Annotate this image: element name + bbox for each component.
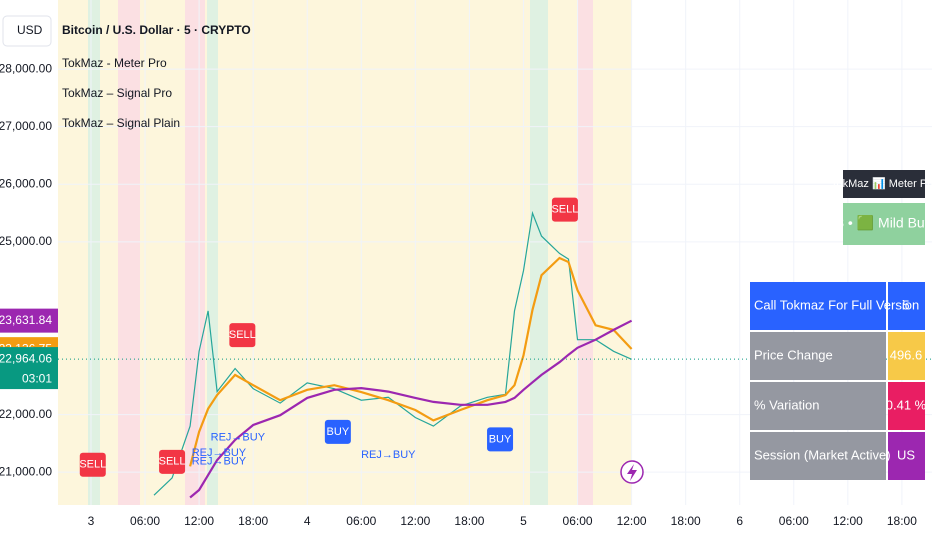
signal-label: SELL — [229, 329, 256, 341]
session-band — [185, 0, 205, 505]
table-cell — [888, 432, 925, 480]
x-tick-label: 6 — [736, 514, 743, 528]
y-tick-label: 121,000.00 — [0, 464, 52, 478]
x-tick-label: 4 — [304, 514, 311, 528]
signal-marker — [79, 452, 106, 477]
price-badge-label: 123,631.84 — [0, 313, 52, 327]
table-label: % Variation — [754, 397, 820, 412]
indicator-name: TokMaz - Meter Pro — [62, 56, 167, 70]
alert-bolt — [627, 464, 637, 481]
table-value: 5 — [902, 297, 909, 312]
x-tick-label: 5 — [520, 514, 527, 528]
table-cell — [888, 282, 925, 330]
table-value: US — [897, 447, 915, 462]
price-badge — [0, 308, 58, 333]
countdown: 03:01 — [22, 371, 52, 385]
meter-status-box — [843, 203, 925, 245]
signal-marker — [159, 449, 186, 474]
table-cell — [888, 382, 925, 430]
x-tick-label: 3 — [88, 514, 95, 528]
table-label: Call Tokmaz For Full Version — [754, 297, 919, 312]
signal-label: REJ→BUY — [211, 432, 266, 444]
table-cell — [750, 332, 886, 380]
signal-marker — [551, 197, 578, 222]
x-tick-label: 12:00 — [617, 514, 647, 528]
x-tick-label: 06:00 — [130, 514, 160, 528]
x-tick-label: 18:00 — [454, 514, 484, 528]
currency-button[interactable] — [2, 15, 52, 47]
signal-marker — [487, 427, 514, 452]
x-tick-label: 12:00 — [184, 514, 214, 528]
signal-label: BUY — [327, 426, 350, 438]
x-tick-label: 12:00 — [833, 514, 863, 528]
signal-label: BUY — [489, 433, 512, 445]
currency-label: USD — [17, 23, 43, 37]
signals: SELL SELLSELLSELLBUYBUYREJ→BUYREJ→BUYREJ→… — [79, 197, 578, 477]
time-axis-bg — [58, 505, 932, 550]
y-tick-label: 126,000.00 — [0, 176, 52, 190]
table-cell — [750, 282, 886, 330]
x-tick-label: 18:00 — [238, 514, 268, 528]
indicator-name: TokMaz – Signal Plain — [62, 116, 180, 130]
table-value: 496.6 — [890, 347, 923, 362]
x-tick-label: 12:00 — [400, 514, 430, 528]
y-tick-label: 128,000.00 — [0, 61, 52, 75]
symbol-title: Bitcoin / U.S. Dollar · 5 · CRYPTO — [62, 23, 251, 37]
x-tick-label: 06:00 — [346, 514, 376, 528]
table-cell — [750, 432, 886, 480]
session-band — [88, 0, 100, 505]
session-band — [207, 0, 218, 505]
y-tick-label: 125,000.00 — [0, 234, 52, 248]
x-tick-label: 18:00 — [887, 514, 917, 528]
series-line — [153, 210, 632, 496]
y-tick-label: 122,000.00 — [0, 407, 52, 421]
session-band — [118, 0, 140, 505]
meter-status: 3 • 🟩 Mild Buy — [836, 215, 931, 232]
x-tick-label: 18:00 — [671, 514, 701, 528]
table-value: 0.41 % — [886, 397, 927, 412]
table-cell — [888, 332, 925, 380]
y-tick-label: 127,000.00 — [0, 119, 52, 133]
signal-label: REJ→BUY — [361, 449, 416, 461]
x-tick-label: 06:00 — [563, 514, 593, 528]
signal-label: SELL — [159, 456, 186, 468]
session-band — [578, 0, 593, 505]
table-cell — [750, 382, 886, 430]
table-label: Price Change — [754, 347, 833, 362]
indicator-name: TokMaz – Signal Pro — [62, 86, 172, 100]
signal-marker — [324, 419, 351, 444]
series-line — [189, 319, 633, 499]
signal-marker — [229, 323, 256, 348]
session-band — [530, 0, 548, 505]
series-line — [189, 256, 633, 467]
meter-title: TokMaz 📊 Meter Pro — [831, 177, 932, 190]
price-axis-bg — [0, 0, 58, 550]
signal-label: REJ→BUY — [192, 447, 247, 459]
signal-label: SELL — [551, 204, 578, 216]
meter-header — [843, 170, 925, 198]
table-label: Session (Market Active) — [754, 447, 891, 462]
signal-label: SELL — [79, 459, 106, 471]
signal-label: REJ→BUY — [192, 456, 247, 468]
x-tick-label: 06:00 — [779, 514, 809, 528]
price-badge-label: 122,964.06 — [0, 351, 52, 365]
price-badge — [0, 347, 58, 390]
